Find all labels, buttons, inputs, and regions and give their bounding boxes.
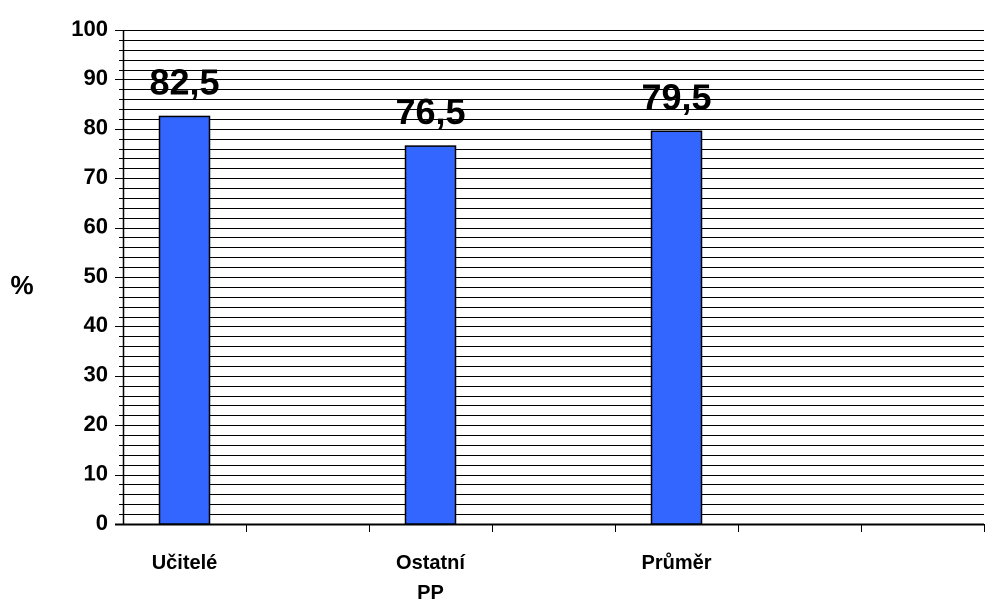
y-tick-label: 30 — [84, 362, 108, 387]
y-tick-label: 70 — [84, 164, 108, 189]
y-tick-label: 20 — [84, 411, 108, 436]
y-tick-label: 80 — [84, 115, 108, 140]
bar-1 — [158, 115, 211, 525]
y-tick-label: 90 — [84, 65, 108, 90]
labels: 0 10 20 30 40 50 60 70 80 90 100 82,5 Učitelé 76,5 Ost… — [71, 16, 711, 604]
y-tick-label: 10 — [84, 460, 108, 485]
bar-3 — [650, 130, 703, 525]
y-tick-label: 50 — [84, 263, 108, 288]
data-label-3: 79,5 — [641, 76, 711, 117]
bar-2 — [404, 145, 457, 525]
category-label-2: Ostatní PP — [396, 552, 466, 604]
bars — [158, 115, 703, 525]
y-tick-label: 40 — [84, 312, 108, 337]
y-tick-label: 100 — [71, 16, 108, 41]
category-label-1: Učitelé — [152, 552, 218, 574]
category-label-3: Průměr — [641, 552, 711, 574]
axes — [115, 30, 985, 532]
grid-lines — [123, 30, 984, 515]
data-label-2: 76,5 — [395, 91, 465, 132]
data-label-1: 82,5 — [149, 61, 219, 102]
y-tick-label: 60 — [84, 213, 108, 238]
y-axis-label: % — [10, 270, 33, 300]
y-tick-label: 0 — [96, 510, 108, 535]
